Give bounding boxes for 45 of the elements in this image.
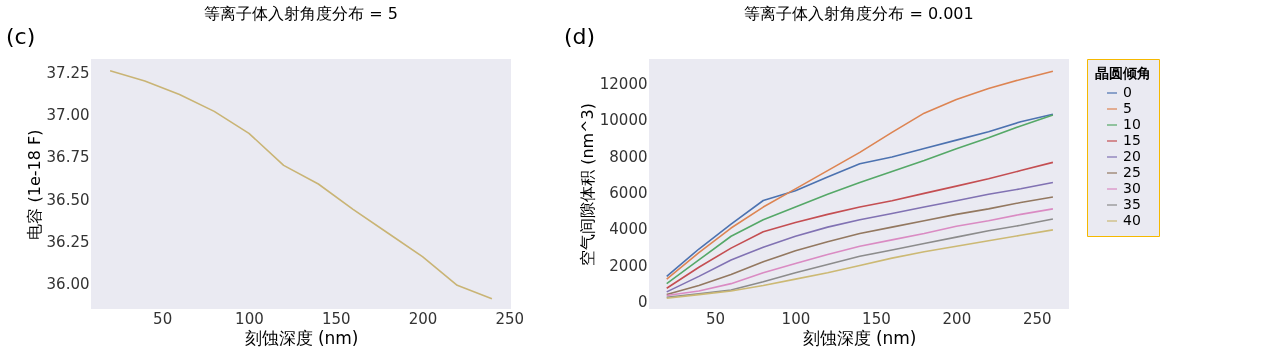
x-tick-label: 200: [942, 309, 972, 328]
y-axis-title: 空气间隙体积 (nm^3): [577, 103, 597, 266]
x-axis-title: 刻蚀深度 (nm): [802, 327, 917, 348]
legend-label: 25: [1123, 164, 1141, 180]
y-tick-label: 12000: [599, 74, 648, 93]
x-tick-label: 100: [781, 309, 811, 328]
y-tick-label: 10000: [599, 111, 648, 130]
legend-label: 0: [1123, 84, 1132, 100]
x-tick-label: 50: [705, 309, 726, 328]
legend-label: 40: [1123, 212, 1141, 228]
x-tick-label: 250: [1023, 309, 1052, 328]
y-tick-label: 36.75: [46, 148, 90, 167]
y-tick-label: 8000: [609, 147, 648, 166]
x-tick-label: 250: [495, 309, 525, 328]
x-tick-label: 150: [862, 309, 891, 328]
y-tick-label: 2000: [609, 256, 648, 275]
y-tick-label: 4000: [609, 220, 648, 239]
x-tick-label: 200: [408, 309, 438, 328]
legend-label: 35: [1123, 196, 1141, 212]
line-series: [665, 161, 1054, 290]
y-tick-label: 36.00: [46, 275, 90, 294]
legend-label: 20: [1123, 148, 1141, 164]
line-series: [665, 181, 1054, 293]
legend-label: 5: [1123, 100, 1132, 116]
y-tick-label: 37.00: [46, 106, 90, 125]
line-series: [665, 70, 1054, 280]
x-tick-label: 100: [235, 309, 264, 328]
y-tick-label: 36.50: [46, 190, 90, 209]
chart-title: 等离子体入射角度分布 = 0.001: [744, 4, 974, 23]
legend-label: 30: [1123, 180, 1141, 196]
x-tick-label: 50: [153, 309, 173, 328]
text: (d): [564, 24, 596, 49]
y-axis-title: 电容 (1e-18 F): [24, 129, 44, 240]
y-tick-label: 0: [637, 293, 648, 312]
y-tick-label: 37.25: [46, 64, 90, 83]
y-tick-label: 6000: [609, 183, 648, 202]
legend-label: 15: [1123, 132, 1141, 148]
legend-label: 10: [1123, 116, 1141, 132]
line-series: [109, 70, 493, 300]
text: (c): [6, 24, 36, 49]
x-tick-label: 150: [321, 309, 351, 328]
legend-title: 晶圆倾角: [1095, 65, 1151, 81]
x-axis-title: 刻蚀深度 (nm): [244, 327, 359, 348]
chart-title: 等离子体入射角度分布 = 5: [204, 4, 398, 23]
y-tick-label: 36.25: [46, 232, 90, 251]
